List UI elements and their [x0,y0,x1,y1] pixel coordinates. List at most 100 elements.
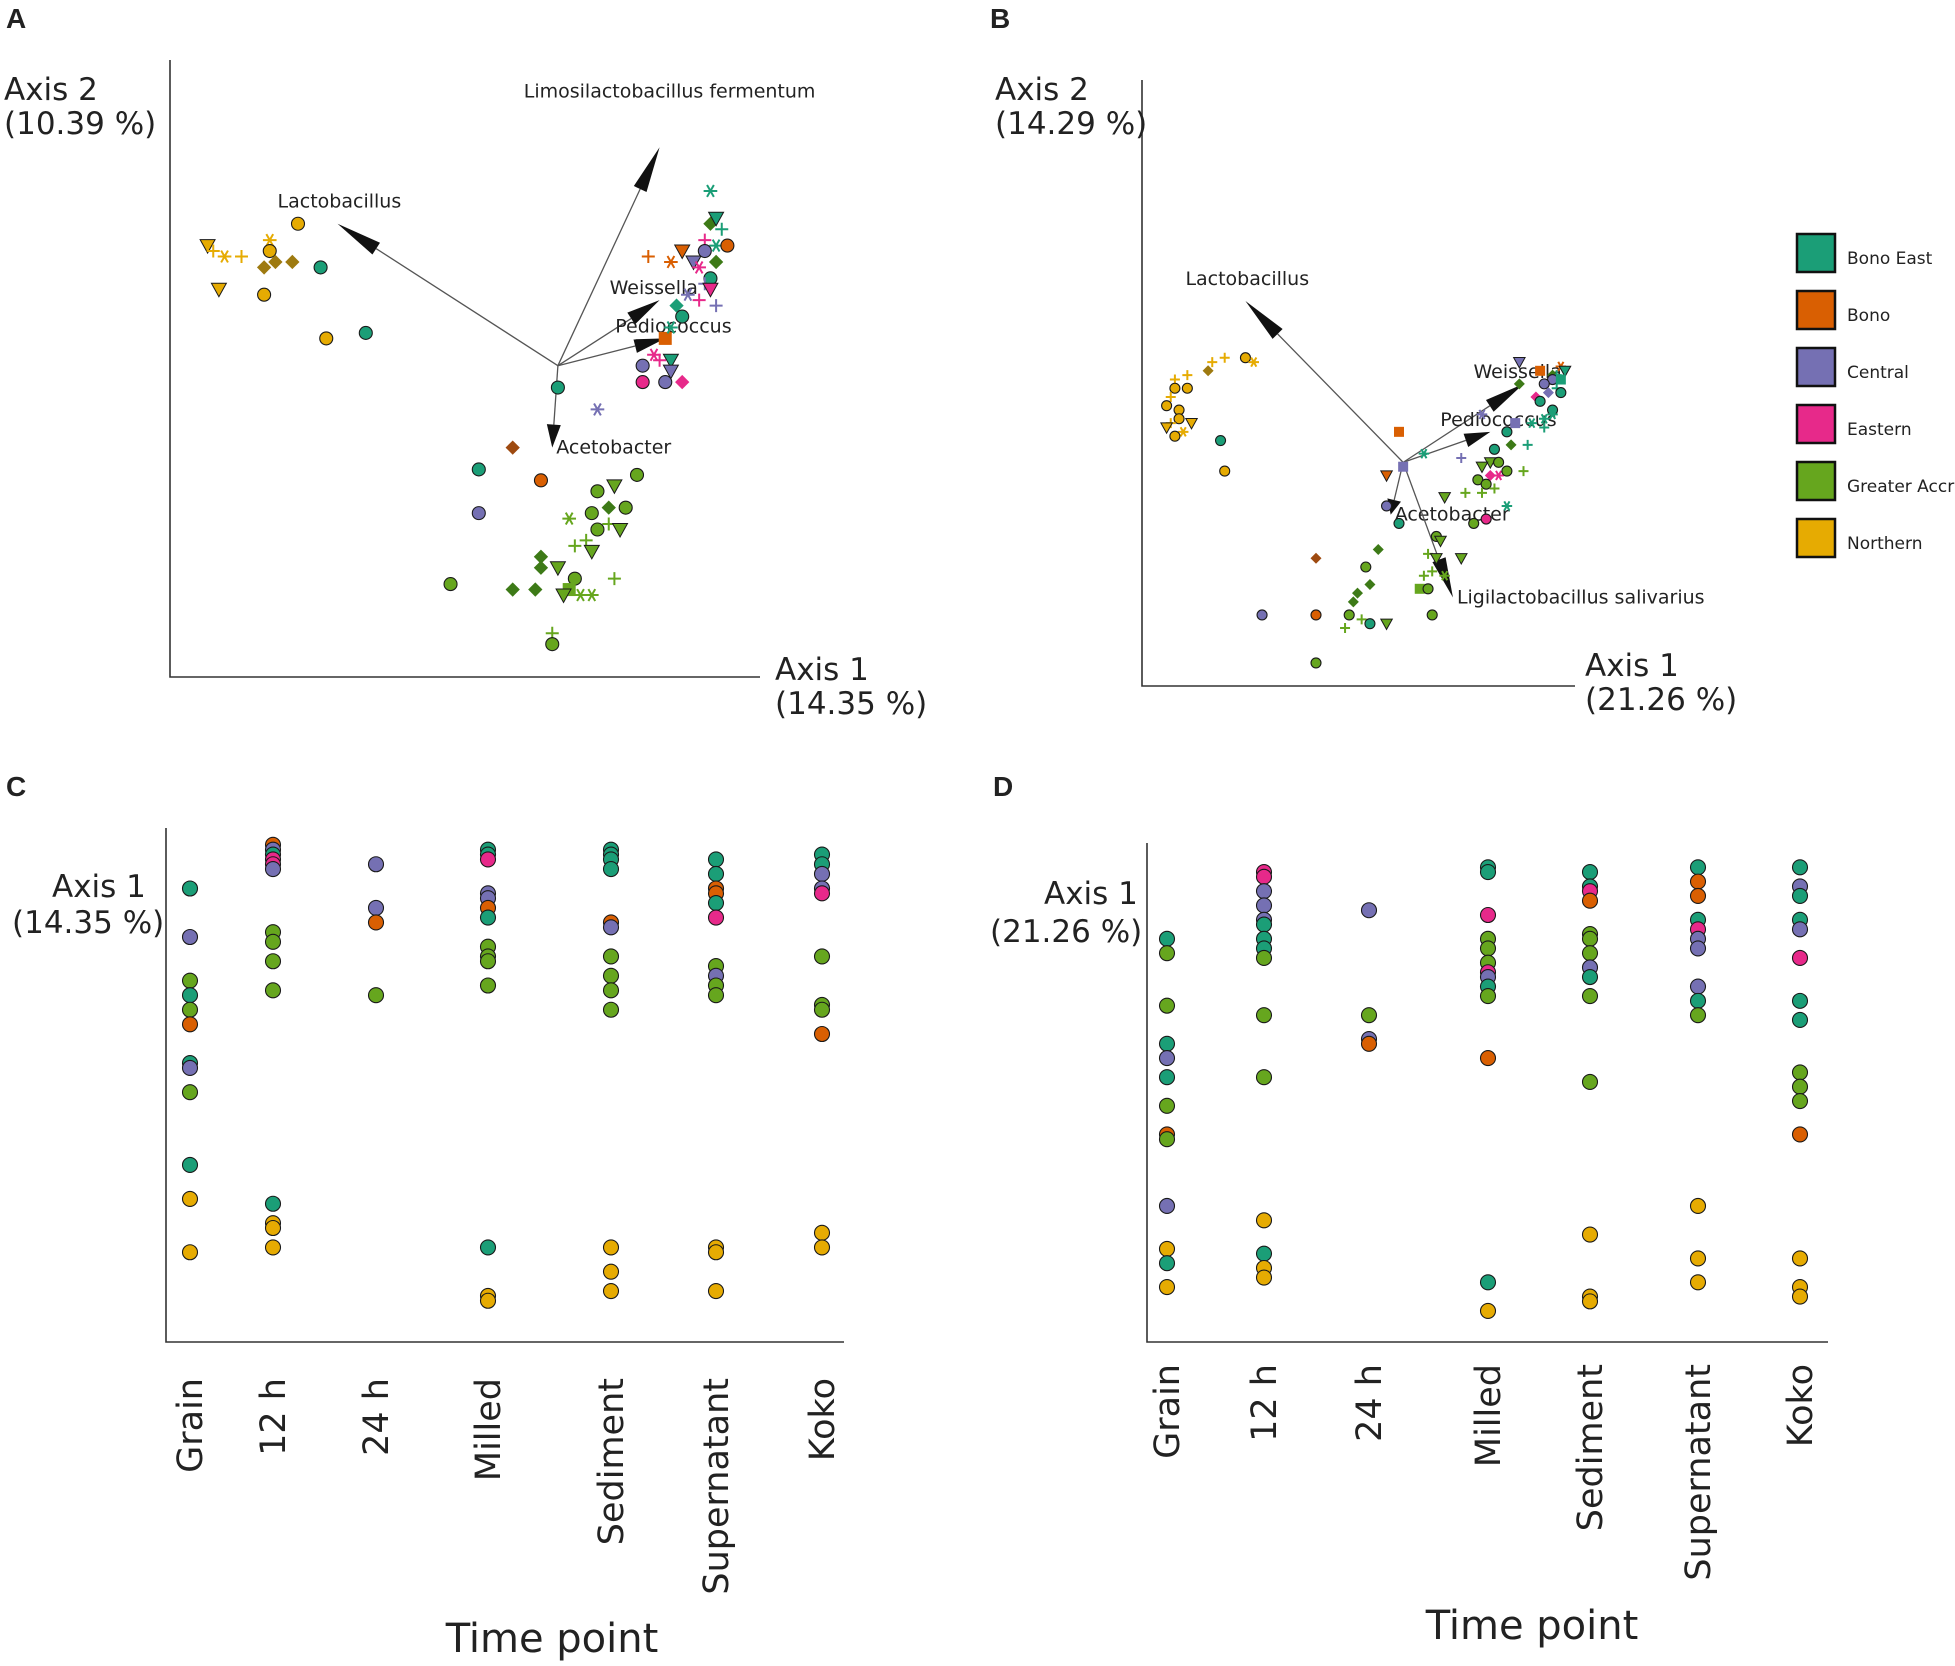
panel-c: C Axis 1 (14.35 %) Grain 12 h 24 h Milled Se… [6,771,844,1662]
point-greater-accra-circle [1501,465,1513,477]
panel-d-ylabel-line1: Axis 1 [1044,876,1138,912]
tick-label-24-h: 24 h [357,1378,397,1456]
point-northern [1689,1197,1707,1215]
point-northern [1791,1250,1809,1267]
point-bono [813,1025,831,1043]
point-northern-circle [1161,400,1173,412]
point-northern-circle [319,331,334,346]
point-northern-circle [1219,465,1231,477]
tick-label-sediment: Sediment [1571,1364,1611,1531]
arrow-limosilactobacillus-fermentum-head [633,147,660,192]
point-bono-east-circle [1488,443,1500,455]
point-greater-accra-circle [1493,456,1505,468]
point-bono-east [1479,1274,1497,1291]
arrow-acetobacter-label: Acetobacter [1395,504,1510,526]
point-bono-east [181,1156,199,1173]
point-central [1791,921,1809,938]
point-central [181,928,199,946]
point-greater-accra-star [562,512,577,526]
panel-b-loading-arrows: LactobacillusWeissellaPediococcusAcetoba… [1185,268,1704,608]
point-bono-east-triangle [1558,365,1572,378]
point-central-plus [709,299,723,313]
point-northern-plus [235,250,248,263]
point-greater-accra-circle [1360,561,1372,573]
legend-label-greater-accra: Greater Accra [1847,477,1955,497]
point-greater-accra-circle [1343,609,1355,621]
point-bono [1581,892,1599,909]
point-greater-accra-dark-diamond [601,500,616,515]
point-bono-east [1158,1069,1176,1086]
panel-letter-c: C [6,771,26,802]
point-northern [707,1244,725,1261]
panel-d-ylabel-line2: (21.26 %) [990,914,1142,950]
point-bono-east-circle [1364,618,1376,630]
point-bono-east-circle [1534,395,1546,407]
point-central-circle [471,506,486,521]
point-northern [813,1224,831,1241]
tick-label-milled: Milled [1469,1364,1509,1467]
point-bono-square [1535,365,1546,376]
point-central [367,899,385,916]
point-central [1158,1050,1176,1067]
point-eastern [707,909,725,926]
point-northern [1158,1240,1176,1257]
legend-label-northern: Northern [1847,534,1922,554]
point-greater-accra-triangle [1429,553,1443,566]
point-northern [479,1292,497,1309]
legend-item-greater-accra: Greater Accra [1795,460,1955,502]
point-greater-accra-dark-diamond [1347,596,1359,608]
legend-item-central: Central [1795,346,1909,388]
point-central-circle [635,358,650,373]
legend-label-bono: Bono [1847,306,1890,326]
point-northern-plus [206,244,220,258]
arrow-limosilactobacillus-fermentum-line [557,188,641,366]
point-greater-accra-plus [1518,466,1529,477]
tick-label-supernatant: Supernatant [697,1378,737,1595]
panel-a-ylabel-line2: (10.39 %) [4,106,156,142]
arrow-weissella-head [1485,383,1524,412]
point-bono-east-square [1555,374,1566,385]
point-bono-circle [533,473,549,488]
panel-c-tick-labels: Grain 12 h 24 h Milled Sediment Supernatant Ko… [171,1378,843,1595]
arrow-ligilactobacillus-salivarius-label: Ligilactobacillus salivarius [1457,587,1705,609]
legend-label-bono-east: Bono East [1847,249,1933,269]
point-northern-star [217,250,232,263]
point-central-star [681,288,695,302]
point-northern-dark-diamond [1202,365,1214,377]
point-bono-east [602,861,620,878]
point-greater-accra-circle [1422,583,1434,595]
point-greater-accra-plus [1356,614,1367,625]
point-northern-triangle [199,239,216,255]
point-northern [1479,1302,1497,1319]
point-central-triangle [1512,356,1526,369]
point-bono [1689,887,1707,904]
point-eastern [1791,949,1809,966]
point-greater-accra [1791,1092,1809,1110]
arrow-pediococcus-head [633,338,666,353]
point-greater-accra-circle [1426,609,1438,621]
point-bono-east-triangle [707,211,725,227]
point-greater-accra-plus [1340,623,1351,634]
point-central-triangle [662,364,680,380]
point-greater-accra [602,967,620,984]
legend-swatch-bono [1795,289,1837,331]
point-eastern [1479,906,1497,924]
point-northern-circle [257,287,272,302]
point-greater-accra [813,1001,831,1018]
point-bono-triangle [1379,470,1394,483]
point-greater-accra-triangle [611,523,629,539]
point-eastern-triangle [702,282,719,298]
point-northern-dark-diamond [268,254,283,270]
point-bono-east-circle [1393,517,1405,529]
point-bono-east [479,1239,497,1256]
point-greater-accra-circle [584,506,599,521]
legend-item-eastern: Eastern [1795,403,1912,445]
point-greater-accra-triangle [549,561,567,577]
point-greater-accra-plus [607,572,621,586]
point-central [367,856,385,873]
panel-d-xlabel: Time point [1425,1603,1639,1649]
arrow-acetobacter-label: Acetobacter [556,437,671,459]
point-bono-east [1158,1035,1176,1052]
point-greater-accra [264,982,282,999]
point-greater-accra-triangle [583,544,601,560]
